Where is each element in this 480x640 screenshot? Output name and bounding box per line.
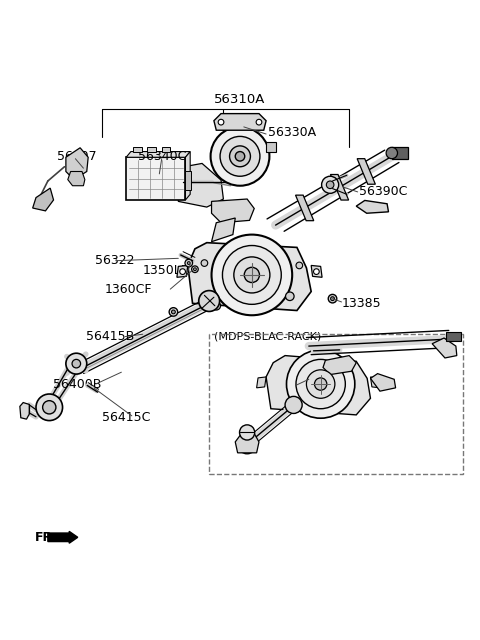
Polygon shape: [432, 338, 457, 358]
Text: 1350LE: 1350LE: [143, 264, 190, 276]
Text: 56397: 56397: [57, 150, 97, 163]
Polygon shape: [356, 200, 388, 213]
Circle shape: [331, 297, 335, 301]
Circle shape: [229, 146, 251, 167]
Polygon shape: [371, 377, 380, 388]
Circle shape: [36, 394, 62, 420]
Text: 56330A: 56330A: [268, 126, 317, 139]
Text: 13385: 13385: [342, 297, 382, 310]
Polygon shape: [257, 377, 266, 388]
Circle shape: [169, 308, 178, 316]
Circle shape: [220, 136, 260, 176]
Polygon shape: [20, 403, 29, 419]
Circle shape: [185, 259, 192, 267]
Circle shape: [238, 435, 257, 454]
Polygon shape: [68, 172, 85, 186]
Text: 1360CF: 1360CF: [105, 283, 152, 296]
Circle shape: [240, 425, 255, 440]
Text: 56310A: 56310A: [214, 93, 266, 106]
Text: (MDPS-BLAC-RACK): (MDPS-BLAC-RACK): [214, 332, 321, 342]
Circle shape: [296, 360, 345, 409]
Polygon shape: [185, 152, 190, 200]
Circle shape: [66, 353, 87, 374]
Circle shape: [211, 127, 269, 186]
FancyArrow shape: [48, 531, 78, 543]
Circle shape: [72, 360, 81, 368]
Text: 56390C: 56390C: [359, 186, 407, 198]
Text: 56310A: 56310A: [276, 380, 324, 393]
Polygon shape: [33, 188, 54, 211]
Circle shape: [180, 269, 185, 275]
Circle shape: [199, 291, 219, 312]
Circle shape: [313, 269, 319, 275]
Circle shape: [386, 147, 397, 159]
Circle shape: [322, 176, 339, 193]
Circle shape: [43, 401, 56, 414]
Bar: [446, 332, 461, 341]
Polygon shape: [176, 163, 223, 207]
Polygon shape: [177, 266, 188, 277]
Text: 56322: 56322: [96, 254, 135, 267]
Circle shape: [244, 268, 260, 282]
Polygon shape: [371, 374, 396, 391]
Circle shape: [306, 370, 335, 398]
Circle shape: [222, 246, 281, 305]
Text: 56415B: 56415B: [86, 330, 134, 343]
Circle shape: [212, 301, 220, 310]
Circle shape: [201, 260, 208, 266]
Polygon shape: [235, 431, 259, 453]
Bar: [162, 147, 170, 152]
Polygon shape: [357, 159, 375, 184]
Polygon shape: [214, 114, 266, 130]
Polygon shape: [323, 356, 356, 374]
Text: 56415C: 56415C: [102, 411, 151, 424]
Circle shape: [256, 119, 262, 125]
Circle shape: [296, 262, 302, 269]
Polygon shape: [188, 243, 311, 310]
Circle shape: [212, 235, 292, 316]
Bar: [209, 334, 463, 474]
Circle shape: [218, 119, 224, 125]
Circle shape: [171, 310, 175, 314]
Bar: [126, 157, 185, 200]
Polygon shape: [66, 148, 88, 180]
Circle shape: [235, 152, 245, 161]
Circle shape: [234, 257, 270, 293]
Circle shape: [285, 396, 302, 413]
Text: 56340C: 56340C: [138, 150, 186, 163]
Polygon shape: [311, 266, 322, 277]
Polygon shape: [126, 152, 190, 157]
Polygon shape: [212, 218, 235, 242]
Circle shape: [314, 378, 327, 390]
Circle shape: [326, 181, 334, 189]
Polygon shape: [266, 356, 371, 415]
Polygon shape: [296, 195, 314, 221]
Polygon shape: [212, 199, 254, 223]
Polygon shape: [266, 142, 276, 152]
Circle shape: [328, 294, 337, 303]
Circle shape: [192, 266, 198, 273]
Circle shape: [286, 292, 294, 301]
Bar: [133, 147, 142, 152]
Circle shape: [287, 350, 355, 418]
Polygon shape: [330, 175, 348, 200]
Bar: [185, 172, 191, 191]
Text: 56400B: 56400B: [53, 378, 101, 390]
Bar: [392, 147, 408, 159]
Circle shape: [187, 262, 190, 264]
Circle shape: [193, 268, 196, 271]
Text: FR.: FR.: [35, 531, 58, 544]
Bar: [147, 147, 156, 152]
